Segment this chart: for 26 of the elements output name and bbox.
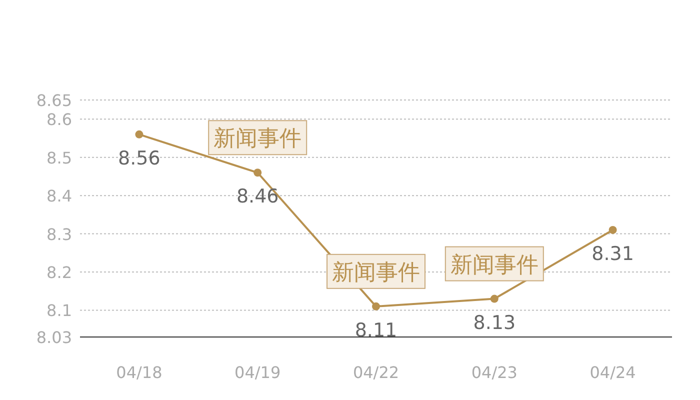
y-tick-label: 8.5 <box>46 148 72 168</box>
y-tick-label: 8.1 <box>46 301 72 320</box>
x-tick-label: 04/24 <box>590 363 636 382</box>
data-label: 8.13 <box>473 312 516 334</box>
x-tick-label: 04/23 <box>471 363 518 382</box>
data-label: 8.31 <box>592 242 634 265</box>
annotation: 新闻事件 <box>332 260 420 286</box>
point <box>254 168 262 177</box>
data-label: 8.56 <box>118 147 160 170</box>
y-tick-label: 8.03 <box>36 328 72 347</box>
annotation: 新闻事件 <box>450 252 538 278</box>
y-tick-label: 8.4 <box>46 186 72 206</box>
annotation: 新闻事件 <box>214 126 302 152</box>
data-label: 8.46 <box>236 186 279 208</box>
x-tick-label: 04/22 <box>352 363 400 382</box>
y-tick-label: 8.6 <box>46 110 72 130</box>
x-tick-label: 04/19 <box>234 363 281 382</box>
y-tick-label: 8.3 <box>46 224 72 244</box>
y-tick-label: 8.2 <box>46 263 72 282</box>
point <box>608 226 617 234</box>
x-tick-label: 04/18 <box>116 363 162 382</box>
point <box>372 302 380 310</box>
point <box>135 130 144 138</box>
y-tick-label: 8.65 <box>36 91 72 110</box>
data-label: 8.11 <box>354 319 398 342</box>
point <box>490 294 498 303</box>
